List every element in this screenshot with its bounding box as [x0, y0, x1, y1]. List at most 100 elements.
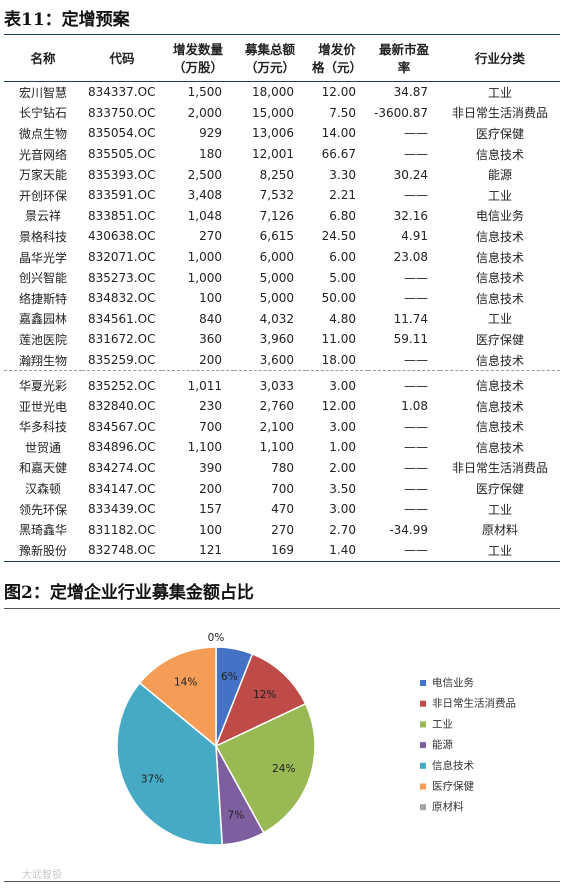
table-row: 光音网络 835505.OC 180 12,001 66.67 —— 信息技术: [4, 144, 560, 165]
table-cell: 原材料: [481, 523, 518, 538]
table-cell: ——: [404, 291, 428, 306]
table-cell: 835505.OC: [88, 147, 156, 162]
table-cell: 微点生物: [18, 126, 67, 141]
table-cell: 景格科技: [18, 229, 67, 244]
table-row: 万家天能 835393.OC 2,500 8,250 3.30 30.24 能源: [4, 164, 560, 185]
table-cell: 270: [271, 522, 294, 537]
table-header-row: 名称 代码 增发数量 （万股） 募集总额 （万元） 增发价 格（元） 最新市盈率行业分类: [4, 37, 560, 82]
legend-swatch: [420, 721, 426, 728]
private-placement-table: 名称 代码 增发数量 （万股） 募集总额 （万元） 增发价 格（元） 最新市盈率行业分类 宏川智…: [4, 37, 560, 562]
table-cell: 11.74: [393, 311, 428, 326]
table-cell: 200: [199, 353, 222, 368]
table-cell: ——: [404, 270, 428, 285]
table-cell: 长宁钻石: [18, 106, 67, 121]
pie-data-label: 14%: [174, 677, 197, 689]
pie-slice: [214, 702, 316, 834]
column-header: 代码: [82, 37, 162, 82]
table-cell: 12.00: [321, 399, 356, 414]
column-header: 增发数量 （万股）: [162, 37, 234, 82]
table-cell: 835273.OC: [88, 270, 156, 285]
table-cell: 832748.OC: [82, 540, 162, 562]
table-cell: ——: [404, 188, 428, 203]
table-cell: 华夏光彩: [18, 379, 67, 394]
table-cell: 光音网络: [18, 147, 67, 162]
legend-label: 原材料: [432, 800, 464, 813]
table-cell: 信息技术: [475, 353, 524, 368]
table-row: 和嘉天健 834274.OC 390 780 2.00 —— 非日常生活消费品: [4, 458, 560, 479]
legend-swatch: [420, 783, 426, 790]
pie-data-label: 7%: [228, 809, 245, 821]
table-cell: 4,032: [259, 311, 294, 326]
legend-label: 信息技术: [432, 759, 474, 772]
table-cell: ——: [404, 126, 428, 141]
table-row: 瀚翔生物 835259.OC 200 3,600 18.00 —— 信息技术: [4, 350, 560, 371]
table-cell: 3,600: [259, 353, 294, 368]
table-cell: 833750.OC: [88, 105, 156, 120]
table-cell: 和嘉天健: [18, 461, 67, 476]
table-cell: 亚世光电: [18, 399, 67, 414]
table-row: 络捷斯特 834832.OC 100 5,000 50.00 —— 信息技术: [4, 288, 560, 309]
table-cell: 1,100: [187, 440, 222, 455]
table-cell: 医疗保健: [475, 332, 524, 347]
legend-label: 工业: [432, 718, 453, 730]
table-row: 长宁钻石 833750.OC 2,000 15,000 7.50 -3600.87 非日常生…: [4, 103, 560, 124]
table-cell: 50.00: [321, 291, 356, 306]
table-cell: 700: [199, 419, 222, 434]
page-break-row: [4, 370, 560, 376]
table-cell: 34.87: [393, 85, 428, 100]
table-row: 微点生物 835054.OC 929 13,006 14.00 —— 医疗保健: [4, 123, 560, 144]
table-cell: 121: [162, 540, 234, 562]
table-cell: ——: [404, 419, 428, 434]
table-cell: 1,011: [187, 378, 222, 393]
table-cell: 领先环保: [18, 502, 67, 517]
table-cell: 834274.OC: [88, 460, 156, 475]
table-cell: 157: [199, 502, 222, 517]
table-row: 亚世光电 832840.OC 230 2,760 12.00 1.08 信息技术: [4, 396, 560, 417]
table-cell: 59.11: [393, 332, 428, 347]
table-cell: 835054.OC: [88, 126, 156, 141]
legend-swatch: [420, 762, 426, 769]
table-cell: 833439.OC: [88, 502, 156, 517]
column-header: 增发价 格（元）: [306, 37, 368, 82]
table-cell: 7.50: [329, 105, 356, 120]
table-cell: 莲池医院: [18, 332, 67, 347]
table-row: 领先环保 833439.OC 157 470 3.00 —— 工业: [4, 499, 560, 520]
table-cell: 1,500: [187, 85, 222, 100]
table-cell: ——: [404, 378, 428, 393]
table-row: 豫新股份 832748.OC 121 169 1.40 —— 工业: [4, 540, 560, 562]
table-cell: -34.99: [389, 522, 428, 537]
column-header: 行业分类: [440, 37, 560, 82]
table-cell: 8,250: [259, 167, 294, 182]
chart-title: 图2：定增企业行业募集金额占比: [4, 583, 254, 603]
table-cell: 834561.OC: [88, 311, 156, 326]
table-cell: 6.00: [329, 250, 356, 265]
table-cell: 200: [199, 481, 222, 496]
table-cell: 信息技术: [475, 229, 524, 244]
table-cell: 834567.OC: [88, 419, 156, 434]
table-cell: 780: [271, 460, 294, 475]
table-cell: 3,408: [187, 188, 222, 203]
table-body: 宏川智慧 834337.OC 1,500 18,000 12.00 34.87 工业 长宁钻石…: [4, 82, 560, 562]
table-cell: 6,000: [259, 250, 294, 265]
table-cell: 832840.OC: [88, 399, 156, 414]
table-cell: 嘉鑫园林: [18, 312, 67, 327]
table-cell: 信息技术: [475, 399, 524, 414]
legend-label: 医疗保健: [432, 780, 474, 793]
column-header-line1: 募集总额: [244, 42, 295, 57]
table-row: 世贸通 834896.OC 1,100 1,100 1.00 —— 信息技术: [4, 437, 560, 458]
table-cell: 信息技术: [475, 379, 524, 394]
table-row: 创兴智能 835273.OC 1,000 5,000 5.00 —— 信息技术: [4, 267, 560, 288]
table-cell: 834337.OC: [88, 85, 156, 100]
table-cell: 700: [271, 481, 294, 496]
table-cell: 100: [199, 291, 222, 306]
table-cell: 1,000: [187, 250, 222, 265]
table-cell: 180: [199, 147, 222, 162]
table-cell: 270: [199, 229, 222, 244]
watermark: 大武智投: [22, 870, 62, 881]
legend-label: 非日常生活消费品: [432, 697, 516, 710]
column-header-line1: 名称: [30, 51, 56, 66]
column-header-line2: 格（元）: [311, 60, 362, 75]
table-cell: 66.67: [321, 147, 356, 162]
table-cell: 1,100: [259, 440, 294, 455]
column-header-line2: 率: [397, 60, 411, 75]
